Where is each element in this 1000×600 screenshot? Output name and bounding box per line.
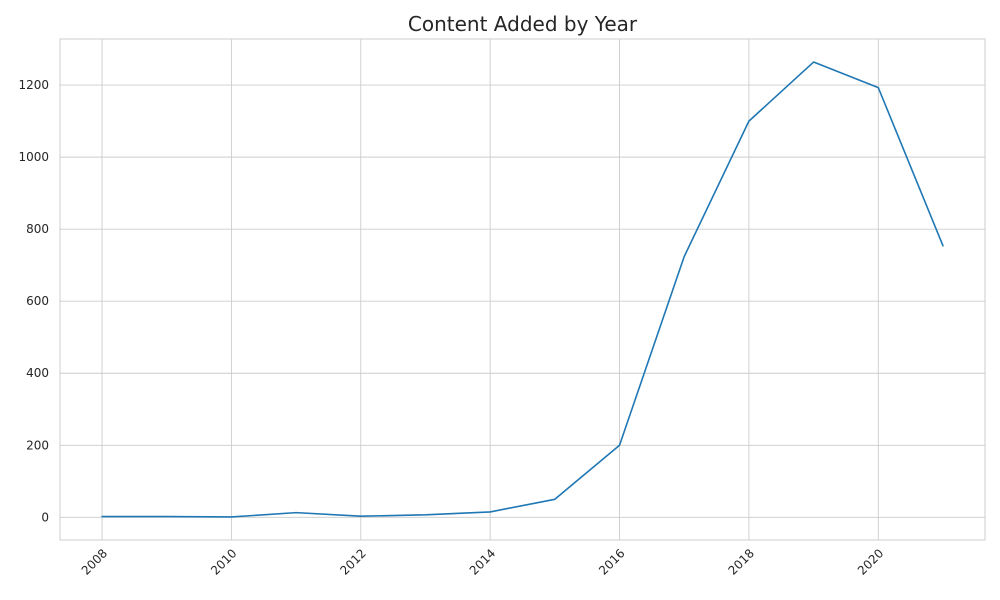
x-tick-label: 2016 (596, 546, 627, 577)
plot-frame (59, 38, 986, 541)
y-tick-label: 200 (26, 438, 49, 452)
x-tick-label: 2020 (855, 546, 886, 577)
y-tick-label: 800 (26, 222, 49, 236)
grid (60, 39, 985, 540)
y-tick-label: 1200 (18, 78, 49, 92)
x-axis-ticks: 2008 2010 2012 2014 2016 2018 2020 (79, 546, 887, 577)
y-tick-label: 600 (26, 294, 49, 308)
series-line (101, 61, 944, 518)
y-axis-ticks: 0 200 400 600 800 1000 1200 (18, 78, 49, 524)
chart-title: Content Added by Year (408, 12, 638, 36)
series-layer (101, 61, 944, 518)
x-tick-label: 2008 (79, 546, 110, 577)
y-tick-label: 1000 (18, 150, 49, 164)
x-tick-label: 2014 (467, 546, 498, 577)
x-tick-label: 2012 (337, 546, 368, 577)
y-tick-label: 400 (26, 366, 49, 380)
x-tick-label: 2010 (208, 546, 239, 577)
x-tick-label: 2018 (726, 546, 757, 577)
y-tick-label: 0 (41, 510, 49, 524)
